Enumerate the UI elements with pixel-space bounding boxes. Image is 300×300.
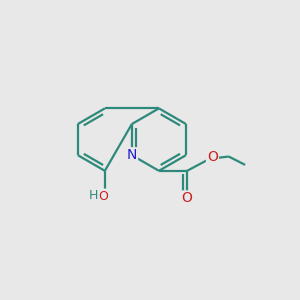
Text: H: H bbox=[89, 189, 98, 202]
Text: O: O bbox=[98, 190, 108, 202]
Text: O: O bbox=[182, 191, 193, 206]
Text: O: O bbox=[207, 150, 218, 164]
Text: N: N bbox=[127, 148, 137, 162]
